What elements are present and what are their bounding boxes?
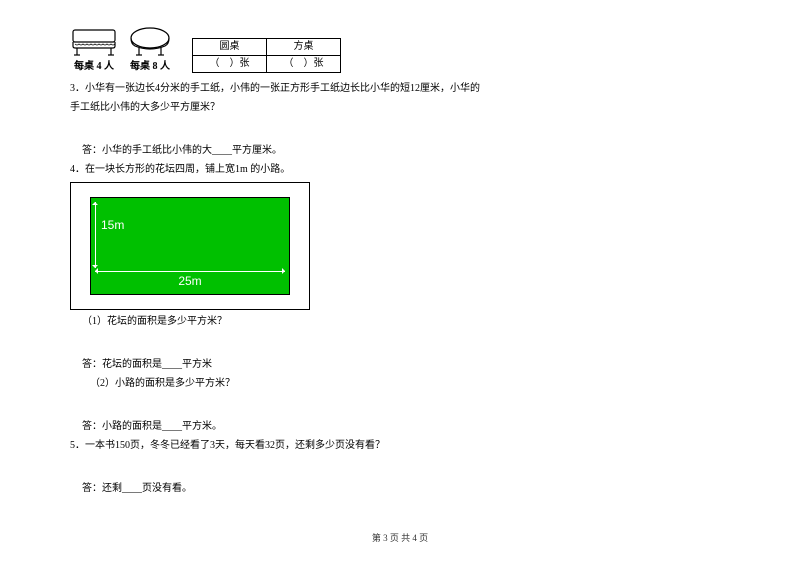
tables-count-table: 圆桌 方桌 （ ）张 （ ）张 [192,38,341,73]
q4-line1: 4．在一块长方形的花坛四周，铺上宽1m 的小路。 [70,162,730,178]
page-footer: 第 3 页 共 4 页 [0,531,800,545]
round-table-icon [126,25,174,57]
table-header-round: 圆桌 [193,39,267,56]
dimension-15m: 15m [101,216,124,235]
q3-answer: 答：小华的手工纸比小伟的大____平方厘米。 [70,143,730,159]
q4-sub1: （1）花坛的面积是多少平方米？ [70,314,730,330]
square-table-group: 每桌 4 人 [70,25,118,75]
table-cell-square: （ ）张 [267,56,341,73]
q4-sub2: （2）小路的面积是多少平方米？ [70,376,730,392]
table-row: （ ）张 （ ）张 [193,56,341,73]
table-header-square: 方桌 [267,39,341,56]
table-cell-round: （ ）张 [193,56,267,73]
round-table-group: 每桌 8 人 [126,25,174,75]
vertical-dimension-arrow [95,202,96,268]
round-table-label: 每桌 8 人 [130,59,170,75]
flowerbed-diagram: 15m 25m [70,182,310,310]
square-table-icon [70,25,118,57]
q5-line1: 5．一本书150页，冬冬已经看了3天，每天看32页，还剩多少页没有看？ [70,438,730,454]
q4-ans1: 答：花坛的面积是____平方米 [70,357,730,373]
icons-and-table-row: 每桌 4 人 每桌 8 人 圆桌 方桌 （ ）张 （ ）张 [70,25,730,75]
square-table-label: 每桌 4 人 [74,59,114,75]
dimension-25m: 25m [178,272,201,291]
q4-ans2: 答：小路的面积是____平方米。 [70,419,730,435]
table-row: 圆桌 方桌 [193,39,341,56]
q3-line2: 手工纸比小伟的大多少平方厘米？ [70,100,730,116]
q5-answer: 答：还剩____页没有看。 [70,481,730,497]
q3-line1: 3．小华有一张边长4分米的手工纸，小伟的一张正方形手工纸边长比小华的短12厘米，… [70,81,730,97]
flowerbed-inner: 15m 25m [90,197,290,295]
